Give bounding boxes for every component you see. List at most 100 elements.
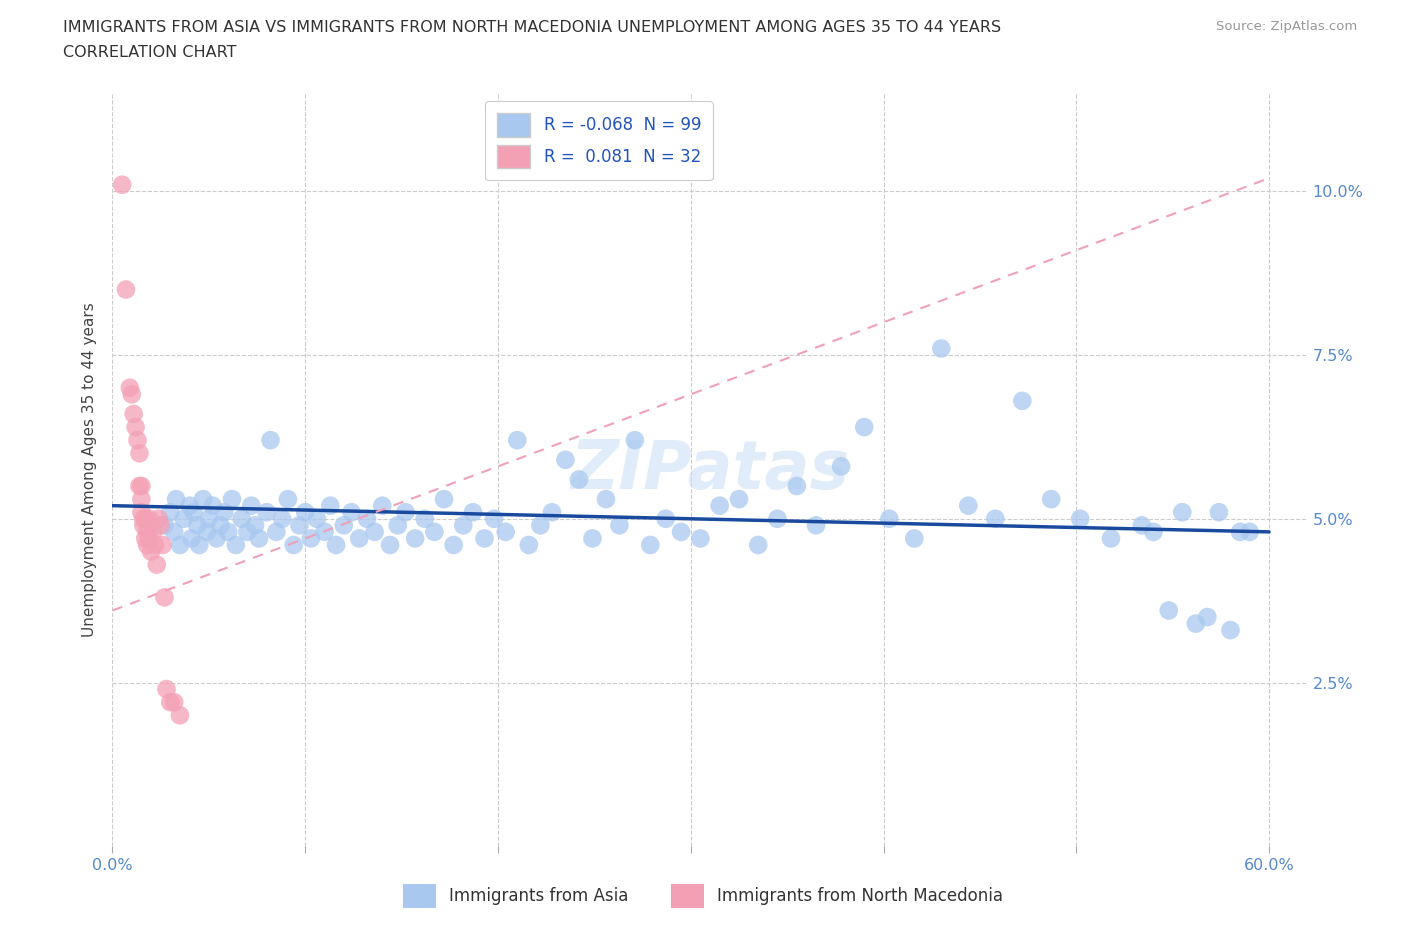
Point (1229, 525, 1251, 539)
Point (186, 518, 208, 533)
Point (149, 518, 172, 533)
Point (669, 525, 692, 539)
Text: ZIPatas: ZIPatas (571, 437, 849, 502)
Point (1197, 609, 1219, 624)
Point (142, 525, 165, 539)
Text: Source: ZipAtlas.com: Source: ZipAtlas.com (1216, 20, 1357, 33)
Point (277, 492, 299, 507)
Point (143, 538, 166, 552)
Point (319, 498, 342, 513)
Point (138, 512, 160, 526)
Point (689, 531, 711, 546)
Point (259, 432, 281, 447)
Point (595, 492, 617, 507)
Point (541, 505, 564, 520)
Point (1069, 512, 1091, 526)
Point (728, 492, 751, 507)
Point (903, 531, 925, 546)
Point (132, 518, 155, 533)
Point (1184, 617, 1206, 631)
Y-axis label: Unemployment Among Ages 35 to 44 years: Unemployment Among Ages 35 to 44 years (82, 302, 97, 637)
Point (169, 708, 191, 723)
Point (159, 505, 181, 520)
Point (131, 505, 153, 520)
Point (1040, 492, 1063, 507)
Point (159, 695, 181, 710)
Point (155, 682, 177, 697)
Point (256, 505, 278, 520)
Point (1208, 505, 1230, 520)
Point (148, 512, 170, 526)
Point (128, 479, 150, 494)
Point (236, 525, 259, 539)
Legend: R = -0.068  N = 99, R =  0.081  N = 32: R = -0.068 N = 99, R = 0.081 N = 32 (485, 101, 713, 180)
Point (394, 505, 416, 520)
Point (153, 518, 176, 533)
Point (217, 525, 239, 539)
Point (1130, 518, 1153, 533)
Point (1219, 623, 1241, 638)
Point (347, 531, 370, 546)
Legend: Immigrants from Asia, Immigrants from North Macedonia: Immigrants from Asia, Immigrants from No… (396, 877, 1010, 914)
Point (247, 531, 270, 546)
Point (165, 492, 187, 507)
Point (183, 505, 205, 520)
Point (138, 531, 160, 546)
Point (453, 518, 475, 533)
Point (128, 445, 150, 460)
Point (517, 538, 540, 552)
Point (1011, 393, 1033, 408)
Point (271, 512, 294, 526)
Point (413, 512, 436, 526)
Point (283, 538, 305, 552)
Point (288, 518, 311, 533)
Point (294, 505, 316, 520)
Point (198, 512, 221, 526)
Point (314, 525, 336, 539)
Point (957, 498, 980, 513)
Point (609, 518, 631, 533)
Point (179, 498, 201, 513)
Point (180, 531, 202, 546)
Point (1142, 525, 1164, 539)
Point (1099, 531, 1122, 546)
Point (568, 472, 591, 487)
Point (134, 512, 156, 526)
Point (243, 518, 266, 533)
Point (173, 512, 195, 526)
Point (122, 406, 145, 421)
Point (299, 531, 322, 546)
Point (624, 432, 647, 447)
Point (554, 452, 576, 467)
Point (136, 525, 159, 539)
Point (214, 505, 236, 520)
Point (152, 538, 174, 552)
Point (205, 531, 228, 546)
Point (115, 282, 138, 297)
Point (188, 538, 211, 552)
Point (404, 531, 426, 546)
Point (830, 458, 852, 473)
Point (191, 492, 214, 507)
Point (443, 538, 465, 552)
Point (709, 498, 731, 513)
Point (163, 695, 186, 710)
Point (340, 505, 363, 520)
Point (163, 525, 186, 539)
Point (506, 432, 529, 447)
Point (1239, 525, 1261, 539)
Point (136, 538, 159, 552)
Point (984, 512, 1007, 526)
Point (1171, 505, 1194, 520)
Point (169, 538, 191, 552)
Point (356, 512, 378, 526)
Point (325, 538, 347, 552)
Point (581, 531, 603, 546)
Point (131, 492, 153, 507)
Point (804, 518, 827, 533)
Point (240, 498, 263, 513)
Text: CORRELATION CHART: CORRELATION CHART (63, 45, 236, 60)
Point (266, 525, 288, 539)
Point (139, 544, 162, 559)
Point (221, 492, 243, 507)
